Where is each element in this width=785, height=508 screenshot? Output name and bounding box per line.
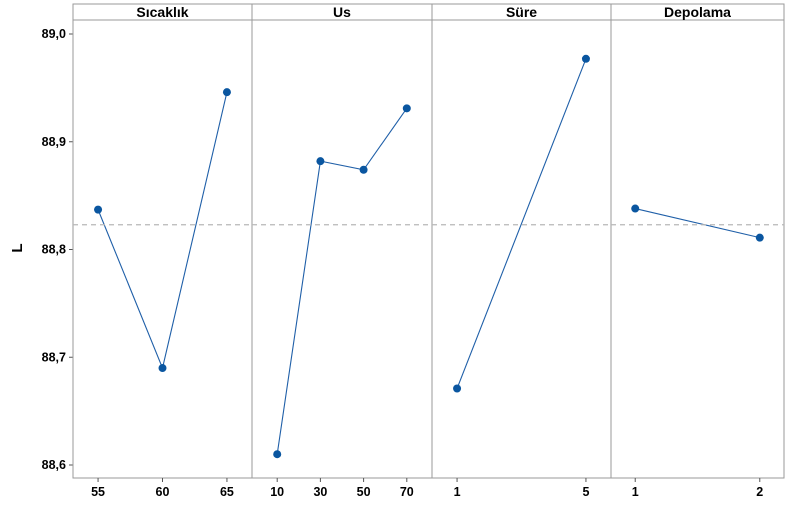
panel-2: Süre 1 5 <box>431 3 612 499</box>
panel-title: Sıcaklık <box>136 4 188 20</box>
series-line <box>276 108 408 455</box>
data-point <box>158 364 167 373</box>
data-point <box>631 204 640 213</box>
y-tick-label: 89,0 <box>42 27 66 41</box>
x-tick-label: 2 <box>756 485 763 499</box>
x-tick-label: 65 <box>220 485 234 499</box>
y-axis: 88,6 88,7 88,8 88,9 89,0 <box>42 4 74 478</box>
x-tick-label: 10 <box>270 485 284 499</box>
y-tick-label: 88,8 <box>42 243 66 257</box>
y-tick-label: 88,7 <box>42 350 66 364</box>
x-tick-label: 5 <box>582 485 589 499</box>
series-line <box>456 58 587 389</box>
panel-0: Sıcaklık 55 60 65 <box>72 3 253 499</box>
data-point <box>755 233 764 242</box>
panel-frame <box>431 19 612 479</box>
data-point <box>94 205 103 214</box>
x-tick-label: 50 <box>357 485 371 499</box>
x-tick-label: 60 <box>156 485 170 499</box>
panel-header <box>610 3 785 21</box>
data-point <box>316 157 325 166</box>
panel-3: Depolama 1 2 <box>610 3 785 499</box>
data-point <box>222 88 231 97</box>
x-tick-label: 1 <box>632 485 639 499</box>
panel-1: Us 10 30 50 70 <box>251 3 433 499</box>
panel-title: Depolama <box>664 4 731 20</box>
series-line <box>635 208 760 239</box>
panel-title: Süre <box>506 4 537 20</box>
y-axis-label: L <box>9 243 26 252</box>
panel-frame <box>610 19 785 479</box>
x-tick-label: 30 <box>313 485 327 499</box>
data-point <box>273 450 282 459</box>
y-tick-label: 88,9 <box>42 135 66 149</box>
series-line <box>97 92 228 370</box>
data-point <box>581 54 590 63</box>
x-tick-label: 70 <box>400 485 414 499</box>
data-point <box>402 104 411 113</box>
panel-title: Us <box>333 4 351 20</box>
x-tick-label: 55 <box>91 485 105 499</box>
x-tick-label: 1 <box>454 485 461 499</box>
y-tick-label: 88,6 <box>42 458 66 472</box>
panels: Sıcaklık 55 60 65 Us 10 30 50 70 Süre 1 5 Depolama 1 2 <box>72 3 785 499</box>
data-point <box>453 384 462 393</box>
panel-frame <box>251 19 433 479</box>
data-point <box>359 165 368 174</box>
